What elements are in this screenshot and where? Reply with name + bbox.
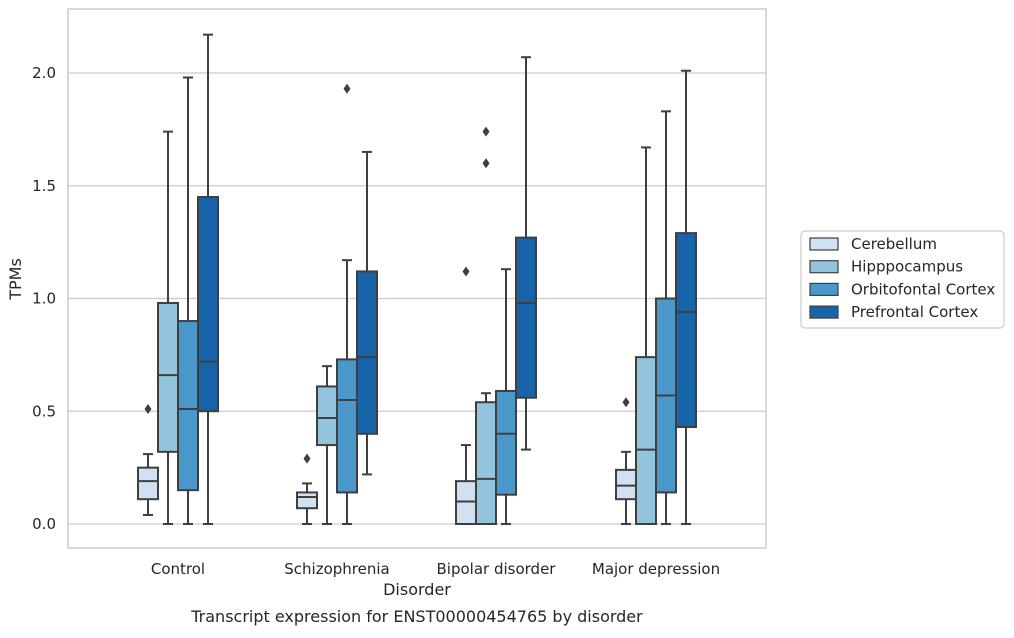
figure-caption: Transcript expression for ENST0000045476… (190, 607, 643, 626)
box-body (615, 468, 637, 501)
legend-swatch (809, 282, 839, 296)
outlier-point (462, 266, 470, 277)
legend-label: Cerebellum (851, 235, 937, 253)
box-body (157, 302, 179, 453)
box-cerebellum (137, 403, 159, 516)
y-tick-label: 1.0 (32, 290, 56, 308)
outlier-point (144, 403, 152, 414)
legend-swatch (809, 260, 839, 274)
y-tick-label: 2.0 (32, 64, 56, 82)
box-cerebellum (296, 453, 318, 525)
legend-label: Prefrontal Cortex (851, 303, 978, 321)
x-tick-label: Bipolar disorder (437, 560, 557, 578)
box-prefrontal-cortex (515, 56, 537, 451)
box-layer (137, 33, 697, 526)
box-body (316, 385, 338, 447)
box-body (635, 356, 657, 525)
box-body (177, 320, 199, 492)
box-body (336, 358, 358, 494)
box-prefrontal-cortex (197, 33, 219, 525)
axis-layer: 0.0 0.5 1.0 1.5 2.0 Control Schizophrenia Bipol… (32, 64, 720, 578)
y-axis-title: TPMs (6, 258, 25, 301)
outlier-point (482, 126, 490, 137)
legend-frame (800, 230, 1005, 329)
box-body (675, 232, 697, 429)
box-hipppocampus (157, 130, 179, 525)
x-tick-label: Major depression (592, 560, 720, 578)
x-tick-label: Schizophrenia (284, 560, 389, 578)
x-tick-label: Control (151, 560, 205, 578)
legend-label: Orbitofontal Cortex (851, 280, 995, 298)
box-prefrontal-cortex (675, 69, 697, 525)
outlier-point (622, 397, 630, 408)
box-body (475, 401, 497, 526)
box-orbitofontal-cortex (495, 268, 517, 525)
y-tick-label: 0.5 (32, 402, 56, 420)
legend: Cerebellum Hipppocampus Orbitofontal Corte… (800, 230, 1005, 329)
x-axis-title: Disorder (383, 580, 451, 599)
box-body (455, 480, 477, 525)
legend-swatch (809, 305, 839, 319)
box-body (515, 236, 537, 399)
box-cerebellum (455, 266, 477, 525)
box-body (137, 466, 159, 501)
box-body (356, 270, 378, 435)
y-tick-label: 0.0 (32, 515, 56, 533)
outlier-point (482, 158, 490, 169)
outlier-point (303, 453, 311, 464)
legend-label: Hipppocampus (851, 258, 963, 276)
box-body (495, 389, 517, 496)
outlier-point (343, 83, 351, 94)
y-tick-label: 1.5 (32, 177, 56, 195)
box-body (296, 491, 318, 510)
legend-swatch (809, 237, 839, 251)
box-body (197, 196, 219, 413)
box-orbitofontal-cortex (177, 76, 199, 525)
box-cerebellum (615, 397, 637, 525)
box-prefrontal-cortex (356, 150, 378, 476)
